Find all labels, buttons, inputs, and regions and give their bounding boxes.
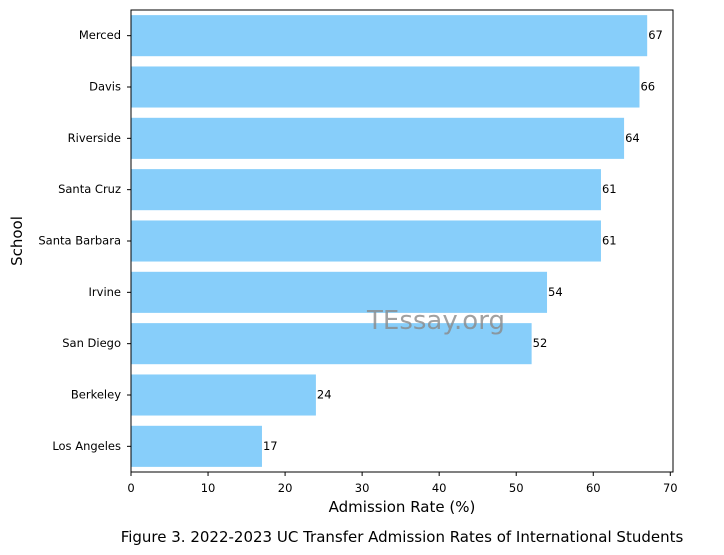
x-tick-label: 70 [663, 481, 678, 495]
plot-frame [130, 9, 674, 473]
bar-santa-barbara [131, 220, 601, 262]
y-tick-label: Merced [79, 28, 121, 42]
y-tick-label: Riverside [68, 131, 121, 145]
y-tick-label: Santa Barbara [38, 234, 121, 248]
data-label: 52 [533, 336, 548, 350]
x-tick-label: 10 [201, 481, 216, 495]
data-label: 64 [625, 131, 640, 145]
x-axis-title: Admission Rate (%) [329, 498, 476, 516]
bar-san-diego [131, 323, 532, 365]
data-label: 61 [602, 182, 617, 196]
y-tick-label: Los Angeles [52, 439, 121, 453]
bar-merced [131, 15, 648, 57]
bar-irvine [131, 271, 548, 313]
watermark: TEssay.org [366, 306, 505, 336]
data-label: 66 [640, 80, 655, 94]
x-tick-label: 0 [127, 481, 134, 495]
x-tick-label: 50 [509, 481, 524, 495]
data-labels-group: 67 66 64 61 61 54 52 24 17 [263, 28, 663, 453]
x-tick-label: 20 [278, 481, 293, 495]
figure-caption: Figure 3. 2022-2023 UC Transfer Admissio… [121, 528, 684, 546]
y-axis-title: School [8, 216, 26, 266]
data-label: 67 [648, 28, 663, 42]
bar-berkeley [131, 374, 316, 416]
x-tick-label: 40 [432, 481, 447, 495]
data-label: 54 [548, 285, 563, 299]
data-label: 24 [317, 388, 332, 402]
y-tick-label: Davis [89, 80, 121, 94]
x-tick-label: 30 [355, 481, 370, 495]
data-label: 61 [602, 234, 617, 248]
bars-group [131, 15, 648, 467]
bar-santa-cruz [131, 169, 601, 211]
y-axis-ticks: Merced Davis Riverside Santa Cruz Santa Barb… [38, 28, 131, 453]
y-tick-label: San Diego [62, 336, 121, 350]
bar-riverside [131, 117, 625, 159]
y-tick-label: Berkeley [71, 388, 121, 402]
bar-los-angeles [131, 425, 262, 467]
y-tick-label: Santa Cruz [58, 182, 121, 196]
data-label: 17 [263, 439, 278, 453]
x-axis-ticks: 0 10 20 30 40 50 60 70 [127, 472, 678, 495]
bar-davis [131, 66, 640, 108]
y-tick-label: Irvine [89, 285, 121, 299]
x-tick-label: 60 [586, 481, 601, 495]
